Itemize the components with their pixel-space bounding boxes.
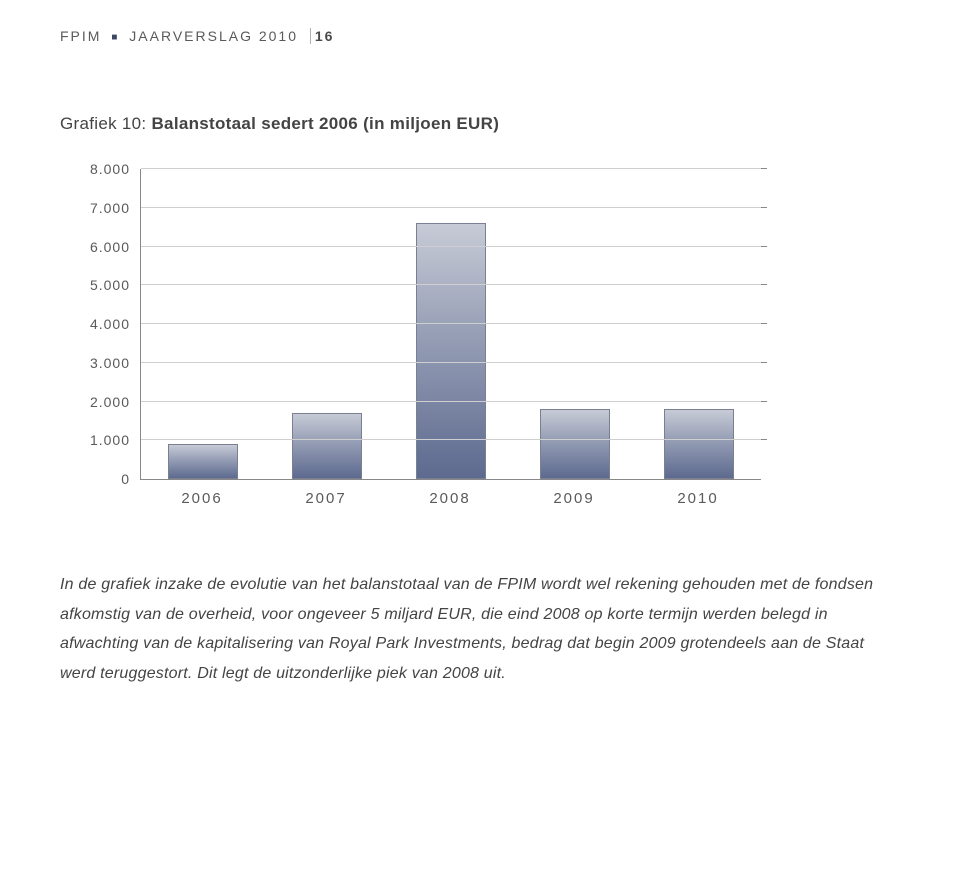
y-axis-ticks: 01.0002.0003.0004.0005.0006.0007.0008.00… [80, 169, 140, 479]
bars-layer [141, 169, 761, 479]
gridline [141, 284, 761, 285]
y-tick-label: 3.000 [90, 355, 130, 371]
y-tick-label: 4.000 [90, 316, 130, 332]
page: FPIM ■ JAARVERSLAG 2010 16 Grafiek 10: B… [0, 0, 960, 887]
bar [168, 444, 238, 479]
y-tick-label: 2.000 [90, 394, 130, 410]
chart-title: Grafiek 10: Balanstotaal sedert 2006 (in… [60, 114, 900, 134]
bar [540, 409, 610, 479]
x-tick-label: 2007 [305, 490, 346, 507]
y-tick-label: 1.000 [90, 432, 130, 448]
x-axis-labels: 2006 2007 2008 2009 2010 [140, 480, 760, 510]
y-tick-label: 6.000 [90, 239, 130, 255]
x-tick-label: 2008 [429, 490, 470, 507]
bar [664, 409, 734, 479]
right-tick [761, 323, 767, 324]
gridline [141, 323, 761, 324]
y-tick-label: 5.000 [90, 277, 130, 293]
page-header: FPIM ■ JAARVERSLAG 2010 16 [60, 28, 900, 44]
chart-wrap: 01.0002.0003.0004.0005.0006.0007.0008.00… [80, 169, 760, 510]
right-tick [761, 207, 767, 208]
right-tick [761, 284, 767, 285]
header-doc: JAARVERSLAG 2010 [129, 28, 298, 44]
x-tick-label: 2006 [181, 490, 222, 507]
bar [292, 413, 362, 479]
gridline [141, 439, 761, 440]
bar [416, 223, 486, 479]
right-tick [761, 439, 767, 440]
right-tick [761, 362, 767, 363]
right-tick [761, 401, 767, 402]
bullet-icon: ■ [107, 32, 123, 43]
gridline [141, 246, 761, 247]
chart-title-bold: Balanstotaal sedert 2006 (in miljoen EUR… [151, 114, 499, 133]
gridline [141, 362, 761, 363]
header-org: FPIM [60, 28, 101, 44]
body-paragraph: In de grafiek inzake de evolutie van het… [60, 570, 900, 688]
y-tick-label: 0 [121, 471, 130, 487]
chart-title-prefix: Grafiek 10: [60, 114, 151, 133]
right-tick [761, 246, 767, 247]
gridline [141, 401, 761, 402]
chart-plot-area [140, 169, 761, 480]
page-number: 16 [310, 28, 339, 44]
y-tick-label: 8.000 [90, 161, 130, 177]
gridline [141, 168, 761, 169]
x-tick-label: 2010 [677, 490, 718, 507]
gridline [141, 207, 761, 208]
x-tick-label: 2009 [553, 490, 594, 507]
right-tick [761, 168, 767, 169]
y-tick-label: 7.000 [90, 200, 130, 216]
